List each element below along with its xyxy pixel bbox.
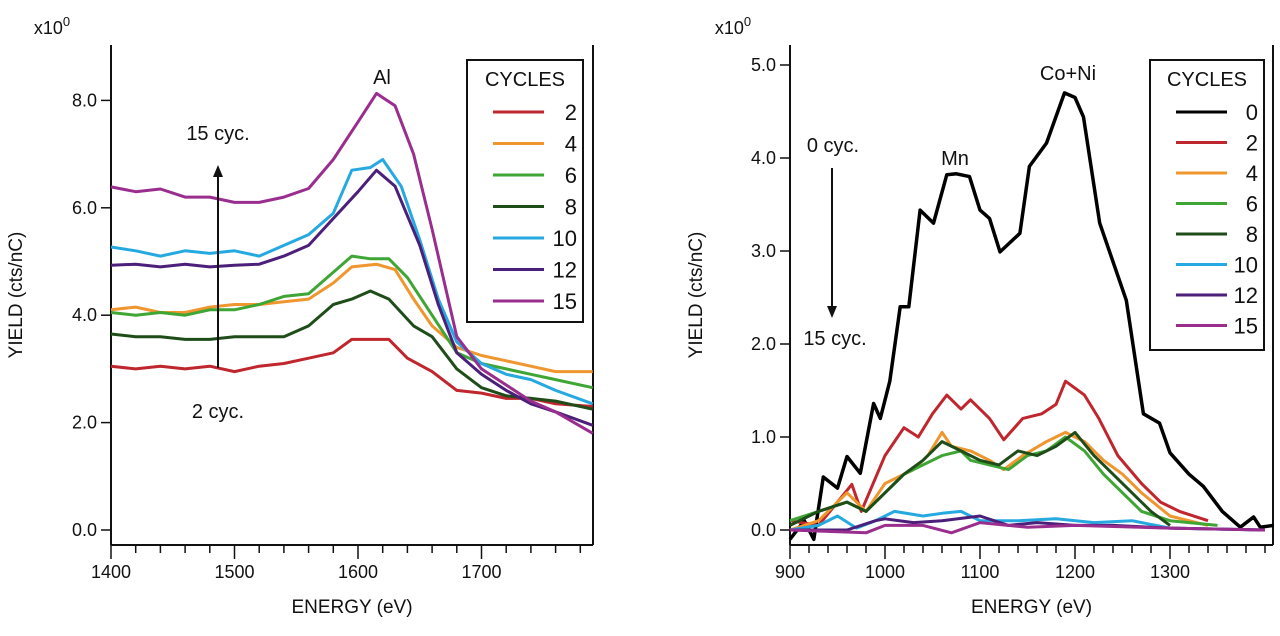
annotation-arrow-bottom: 15 cyc. bbox=[803, 328, 866, 350]
series-line-8-cycles bbox=[789, 430, 1171, 527]
legend-label: 8 bbox=[1246, 222, 1258, 247]
x-tick-label: 1200 bbox=[1055, 562, 1095, 582]
x-axis-title: ENERGY (eV) bbox=[291, 597, 412, 618]
series-line-2-cycles bbox=[110, 337, 593, 408]
y-tick-label: 4.0 bbox=[72, 305, 97, 325]
series-line-15-cycles bbox=[110, 91, 594, 435]
legend-label: 12 bbox=[1234, 283, 1258, 308]
legend-label: 0 bbox=[1246, 100, 1258, 125]
x-tick-label: 1500 bbox=[214, 562, 254, 582]
legend-label: 4 bbox=[1246, 161, 1258, 186]
x-axis-title: ENERGY (eV) bbox=[971, 597, 1092, 618]
annotation-peak1: Mn bbox=[941, 148, 969, 170]
legend-label: 10 bbox=[1234, 253, 1258, 278]
y-tick-label: 2.0 bbox=[72, 413, 97, 433]
legend-label: 6 bbox=[1246, 192, 1258, 217]
arrow-head-icon bbox=[213, 165, 223, 177]
legend-label: 2 bbox=[1246, 131, 1258, 156]
axis-multiplier-exponent: 0 bbox=[744, 14, 751, 29]
legend-label: 10 bbox=[553, 226, 577, 251]
legend-label: 15 bbox=[1234, 314, 1258, 339]
legend-label: 4 bbox=[565, 132, 577, 157]
arrow-head-icon bbox=[827, 306, 837, 318]
x-tick-label: 1600 bbox=[338, 562, 378, 582]
y-tick-label: 5.0 bbox=[751, 55, 776, 75]
x-tick-label: 900 bbox=[775, 562, 805, 582]
series-line-8-cycles bbox=[110, 289, 594, 411]
series-line-6-cycles bbox=[110, 254, 594, 390]
annotation-peak: Al bbox=[373, 67, 391, 89]
legend-title: CYCLES bbox=[1167, 69, 1247, 91]
legend-label: 15 bbox=[553, 289, 577, 314]
legend: CYCLES 0 2 4 6 8 10 12 15 bbox=[1149, 59, 1265, 351]
x-tick-label: 1000 bbox=[865, 562, 905, 582]
x-tick-label: 1400 bbox=[91, 562, 131, 582]
legend-title: CYCLES bbox=[485, 69, 565, 91]
y-tick-label: 6.0 bbox=[72, 198, 97, 218]
y-axis-title: YIELD (cts/nC) bbox=[6, 232, 27, 359]
legend-label: 8 bbox=[565, 195, 577, 220]
y-tick-label: 1.0 bbox=[751, 427, 776, 447]
annotation-arrow-bottom: 2 cyc. bbox=[192, 401, 244, 423]
annotation-peak2: Co+Ni bbox=[1040, 63, 1096, 85]
series-line-10-cycles bbox=[110, 158, 594, 406]
series-line-10-cycles bbox=[789, 509, 1266, 532]
legend-label: 12 bbox=[553, 258, 577, 283]
y-tick-label: 2.0 bbox=[751, 334, 776, 354]
y-tick-label: 0.0 bbox=[751, 520, 776, 540]
series-line-0-cycles bbox=[788, 91, 1274, 542]
y-tick-label: 4.0 bbox=[751, 148, 776, 168]
series-line-4-cycles bbox=[789, 430, 1209, 532]
annotation-arrow-top: 15 cyc. bbox=[186, 123, 249, 145]
series-line-12-cycles bbox=[110, 168, 594, 427]
y-tick-label: 8.0 bbox=[72, 90, 97, 110]
y-tick-label: 3.0 bbox=[751, 241, 776, 261]
x-tick-label: 1300 bbox=[1150, 562, 1190, 582]
annotation-arrow-top: 0 cyc. bbox=[807, 135, 859, 157]
legend-label: 6 bbox=[565, 163, 577, 188]
series-line-2-cycles bbox=[789, 379, 1209, 527]
y-tick-label: 0.0 bbox=[72, 520, 97, 540]
chart-al-yield: 0.0 2.0 4.0 6.0 8.0 1400 1500 1600 1700 ENERGY (e… bbox=[6, 14, 594, 618]
x-tick-label: 1100 bbox=[961, 562, 1000, 582]
legend-box bbox=[466, 59, 584, 323]
series-line-15-cycles bbox=[789, 521, 1266, 535]
y-axis-title: YIELD (cts/nC) bbox=[686, 232, 707, 359]
axis-multiplier-exponent: 0 bbox=[63, 14, 70, 29]
series-line-4-cycles bbox=[110, 262, 593, 374]
axis-multiplier: x100 bbox=[34, 14, 70, 38]
legend-label: 2 bbox=[565, 100, 577, 125]
x-tick-label: 1700 bbox=[461, 562, 501, 582]
axis-multiplier: x100 bbox=[715, 14, 751, 38]
